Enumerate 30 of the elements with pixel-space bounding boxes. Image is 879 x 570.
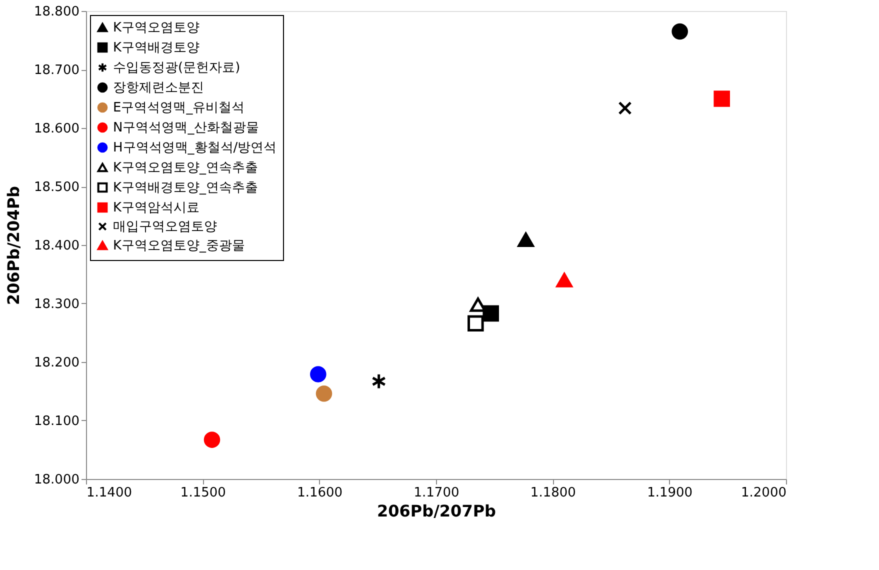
legend-label: N구역석영맥_산화철광물 <box>113 120 260 136</box>
x-axis-title: 206Pb/207Pb <box>377 502 496 520</box>
x-tick-label: 1.1400 <box>86 486 132 500</box>
y-axis-title: 206Pb/204Pb <box>4 186 24 305</box>
legend-label: K구역배경토양 <box>113 40 200 56</box>
y-tick-label: 18.400 <box>34 238 80 254</box>
legend-label: K구역암석시료 <box>113 200 200 216</box>
legend-label: K구역오염토양_중광물 <box>113 238 246 254</box>
y-tick-label: 18.000 <box>34 472 80 488</box>
legend-label: K구역오염토양_연속추출 <box>113 160 258 176</box>
x-tick-label: 1.1900 <box>647 486 693 500</box>
x-tick-label: 1.1700 <box>414 486 460 500</box>
legend-label: 장항제련소분진 <box>113 80 204 96</box>
legend-label: 수입동정광(문헌자료) <box>113 60 240 76</box>
x-tick-label: 1.2000 <box>741 486 786 500</box>
legend-label: 매입구역오염토양 <box>113 220 217 234</box>
y-tick-label: 18.500 <box>34 180 80 195</box>
x-tick-label: 1.1800 <box>530 486 576 500</box>
legend-label: E구역석영맥_유비철석 <box>113 100 245 116</box>
y-tick-label: 18.600 <box>34 122 80 136</box>
y-tick-label: 18.300 <box>34 297 80 312</box>
legend-label: K구역배경토양_연속추출 <box>113 180 258 196</box>
legend-label: H구역석영맥_황철석/방연석 <box>113 140 277 156</box>
x-tick-label: 1.1500 <box>180 486 226 500</box>
y-tick-label: 18.800 <box>34 4 80 20</box>
x-tick-label: 1.1600 <box>297 486 343 500</box>
legend-label: K구역오염토양 <box>113 20 200 36</box>
y-tick-label: 18.700 <box>34 63 80 78</box>
y-tick-label: 18.100 <box>34 414 80 429</box>
y-tick-label: 18.200 <box>34 356 80 370</box>
